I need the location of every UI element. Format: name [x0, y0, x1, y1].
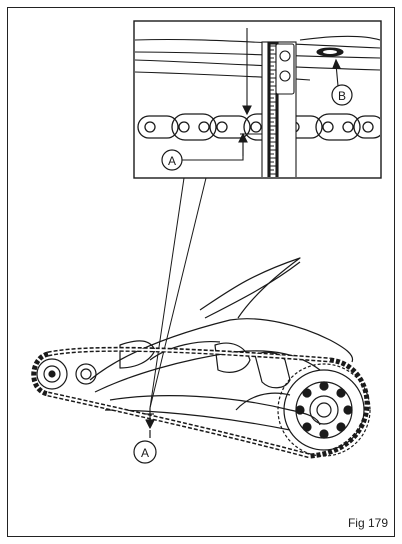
callout-b-detail: [331, 84, 353, 106]
zoom-lines: [149, 177, 207, 409]
drive-chain: [31, 346, 370, 459]
swingarm-assembly: [31, 257, 371, 459]
callout-b-detail-label: B: [338, 89, 346, 103]
figure-caption: Fig 179: [347, 516, 388, 530]
detail-inset: A B: [133, 20, 382, 179]
callout-a-detail: [161, 149, 183, 171]
callout-a-detail-label: A: [168, 154, 176, 168]
callout-a-main: [133, 440, 157, 464]
measuring-ruler: [261, 41, 297, 177]
callout-a-main-label: A: [141, 446, 149, 460]
front-sprocket: [36, 358, 68, 390]
swingarm-pivot: [75, 363, 97, 385]
